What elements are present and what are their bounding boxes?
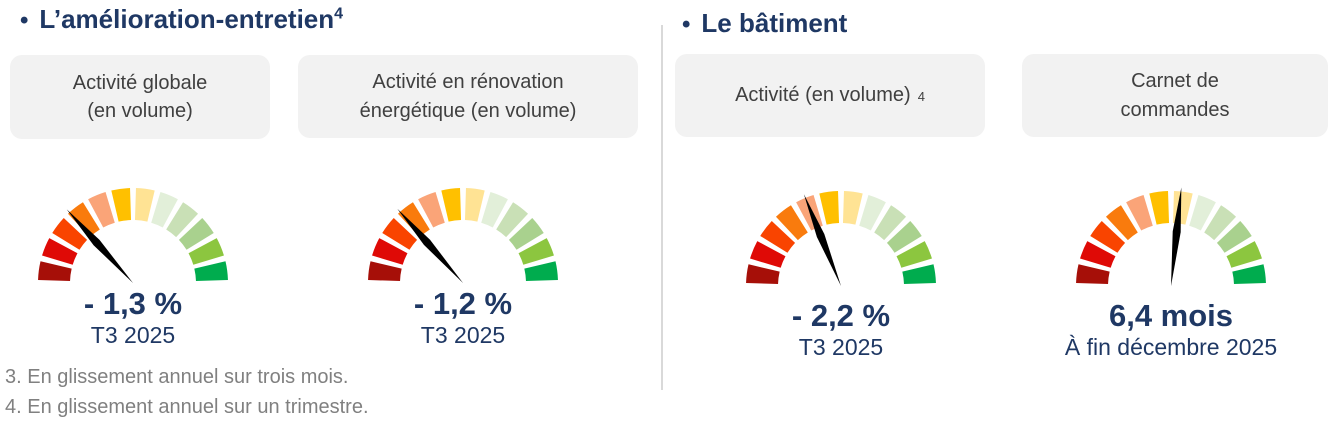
card-carnet-commandes: Carnet de commandes xyxy=(1022,54,1328,137)
card-label-line: commandes xyxy=(1120,98,1230,121)
gauge-segment xyxy=(1226,241,1262,268)
gauge-segment xyxy=(760,220,796,253)
footnotes: 3. En glissement annuel sur trois mois. … xyxy=(5,362,369,422)
gauge-carnet-commandes xyxy=(1071,183,1271,295)
section-title-text: L’amélioration-entretien4 xyxy=(39,4,344,34)
section-title-text: Le bâtiment xyxy=(701,8,848,38)
gauge-segment xyxy=(1090,220,1126,253)
gauge-chart xyxy=(368,188,558,283)
gauge-segment xyxy=(1204,205,1237,241)
gauge-segment xyxy=(111,188,132,222)
section-divider xyxy=(661,25,663,390)
gauge-segment xyxy=(775,205,808,241)
footnote-line: 3. En glissement annuel sur trois mois. xyxy=(5,366,349,388)
section-title-batiment: • Le bâtiment xyxy=(682,8,847,39)
gauge-segment xyxy=(382,217,418,250)
gauge-segment xyxy=(524,261,558,282)
gauge-segment xyxy=(1126,195,1153,231)
gauge-segment xyxy=(859,195,886,231)
gauge-needle xyxy=(1171,187,1182,286)
gauge-segment xyxy=(842,191,863,225)
gauge-segment xyxy=(746,264,780,285)
gauge-segment xyxy=(508,217,544,250)
gauge-segment xyxy=(441,188,462,222)
gauge-needle xyxy=(803,194,841,286)
gauge-segment xyxy=(368,261,402,282)
gauge-period: T3 2025 xyxy=(420,322,506,348)
gauge-segment xyxy=(166,202,199,238)
gauge-segment xyxy=(178,217,214,250)
gauge-period: T3 2025 xyxy=(90,322,176,348)
card-label-line: Activité globale xyxy=(72,71,208,94)
gauge-needle xyxy=(397,208,463,283)
gauge-segment xyxy=(52,217,88,250)
gauge-chart xyxy=(38,188,228,283)
bullet-icon: • xyxy=(20,7,29,34)
gauge-period: T3 2025 xyxy=(798,334,884,360)
gauge-segment xyxy=(464,188,485,222)
gauge-chart xyxy=(746,191,936,286)
gauge-segment xyxy=(397,202,430,238)
gauge-segment xyxy=(134,188,155,222)
gauge-renovation-energetique xyxy=(363,180,563,292)
gauge-segment xyxy=(188,238,224,265)
section-title-amelioration-entretien: • L’amélioration-entretien4 xyxy=(20,4,343,35)
gauge-segment xyxy=(418,192,445,228)
gauge-value: - 1,3 % xyxy=(83,286,183,321)
footnote-ref: 4 xyxy=(334,5,344,23)
gauge-segment xyxy=(1216,220,1252,253)
gauge-segment xyxy=(518,238,554,265)
gauge-segment xyxy=(1080,241,1116,268)
gauge-activite-volume xyxy=(741,183,941,295)
gauge-segment xyxy=(481,192,508,228)
card-renovation-energetique: Activité en rénovation énergétique (en v… xyxy=(298,55,638,138)
gauge-segment xyxy=(496,202,529,238)
card-label-line: (en volume) xyxy=(87,100,193,122)
gauge-segment xyxy=(902,264,936,285)
gauge-segment xyxy=(886,220,922,253)
gauge-segment xyxy=(874,205,907,241)
gauge-segment xyxy=(88,192,115,228)
gauge-segment xyxy=(750,241,786,268)
gauge-value: - 1,2 % xyxy=(413,286,513,321)
gauge-period: À fin décembre 2025 xyxy=(1064,334,1278,360)
gauge-segment xyxy=(819,191,840,225)
gauge-value: - 2,2 % xyxy=(791,298,891,333)
gauge-segment xyxy=(194,261,228,282)
gauge-value: 6,4 mois xyxy=(1108,298,1234,333)
footnote-line: 4. En glissement annuel sur un trimestre… xyxy=(5,396,369,418)
bullet-icon: • xyxy=(682,11,691,38)
card-label-line: Carnet de xyxy=(1131,70,1219,93)
gauge-segment xyxy=(67,202,100,238)
gauge-segment xyxy=(1232,264,1266,285)
card-label-line: énergétique (en volume) xyxy=(359,99,577,122)
gauge-segment xyxy=(1189,195,1216,231)
card-label-line: Activité (en volume) 4 xyxy=(735,84,925,107)
gauge-chart xyxy=(1076,187,1266,286)
card-activite-volume: Activité (en volume) 4 xyxy=(675,54,985,137)
card-activite-globale: Activité globale (en volume) xyxy=(10,55,270,139)
gauge-segment xyxy=(896,241,932,268)
gauge-segment xyxy=(38,261,72,282)
gauge-segment xyxy=(1105,205,1138,241)
gauge-segment xyxy=(1076,264,1110,285)
gauge-segment xyxy=(42,238,78,265)
gauge-segment xyxy=(151,192,178,228)
gauge-activite-globale xyxy=(33,180,233,292)
gauge-segment xyxy=(1149,191,1170,225)
gauge-segment xyxy=(372,238,408,265)
card-label-line: Activité en rénovation xyxy=(372,71,564,94)
gauge-needle xyxy=(66,209,133,283)
